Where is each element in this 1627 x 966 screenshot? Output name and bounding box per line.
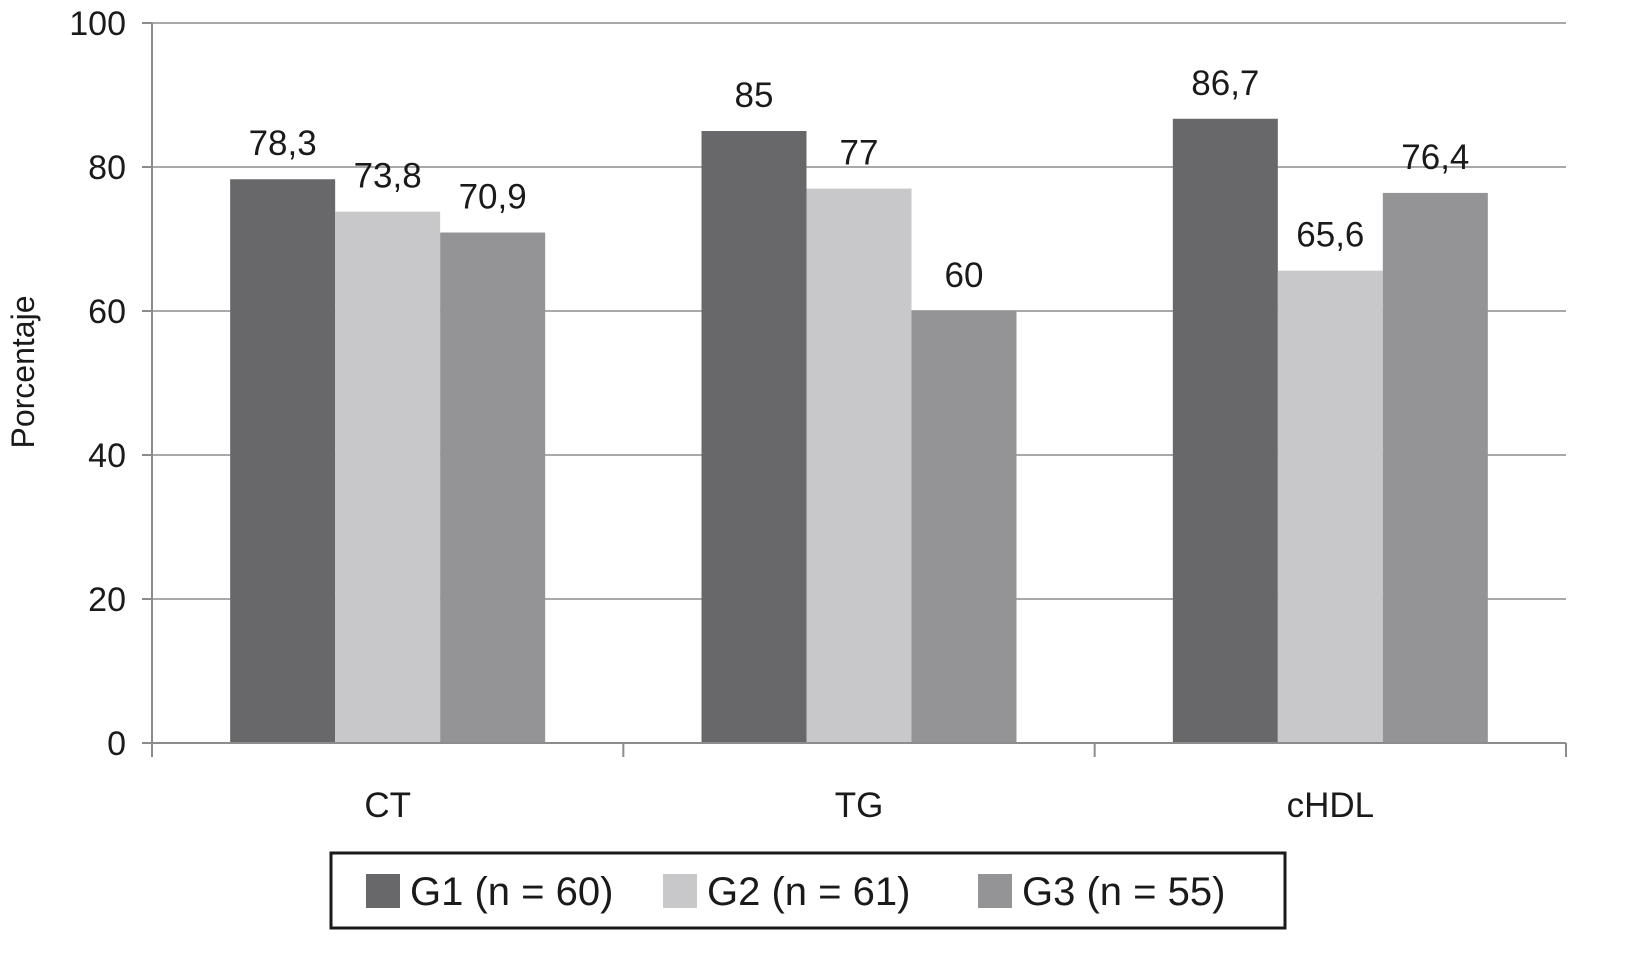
bar (701, 131, 807, 743)
legend-label: G3 (n = 55) (1022, 870, 1225, 914)
x-tick-label: CT (364, 786, 411, 825)
legend-box (329, 851, 1287, 930)
bars (230, 118, 1488, 744)
legend-swatch (366, 874, 400, 908)
data-label: 70,9 (459, 178, 527, 217)
data-label: 85 (735, 76, 774, 115)
y-axis-title: Porcentaje (5, 296, 41, 449)
legend-label: G2 (n = 61) (707, 870, 910, 914)
y-tick-label: 20 (88, 581, 126, 619)
bar (230, 179, 336, 744)
legend-swatch (978, 874, 1012, 908)
data-label: 86,7 (1191, 64, 1259, 103)
bar (1277, 270, 1383, 743)
x-tick-label: TG (835, 786, 884, 825)
data-label: 78,3 (249, 124, 317, 163)
bar (911, 311, 1017, 743)
bar (806, 188, 912, 744)
data-label: 65,6 (1296, 216, 1364, 255)
bar (335, 211, 441, 743)
y-tick-label: 60 (88, 293, 126, 331)
x-tick-label: cHDL (1287, 786, 1375, 825)
y-tick-label: 0 (107, 725, 126, 763)
legend-label: G1 (n = 60) (410, 870, 613, 914)
axes: 0 20 40 60 80 100 CT TG cHDL (69, 5, 1567, 825)
y-tick-label: 40 (88, 437, 126, 475)
data-labels: 78,3 73,8 70,9 85 77 60 86,7 65,6 76,4 (249, 64, 1470, 295)
data-label: 60 (945, 256, 984, 295)
bar (440, 232, 546, 743)
y-tick-label: 80 (88, 149, 126, 187)
data-label: 73,8 (354, 157, 422, 196)
bar (1382, 192, 1488, 744)
bar (1172, 118, 1278, 743)
legend-swatch (663, 874, 697, 908)
legend: G1 (n = 60) G2 (n = 61) G3 (n = 55) (329, 851, 1287, 930)
data-label: 77 (840, 134, 879, 173)
y-tick-label: 100 (69, 5, 126, 43)
data-label: 76,4 (1401, 138, 1469, 177)
